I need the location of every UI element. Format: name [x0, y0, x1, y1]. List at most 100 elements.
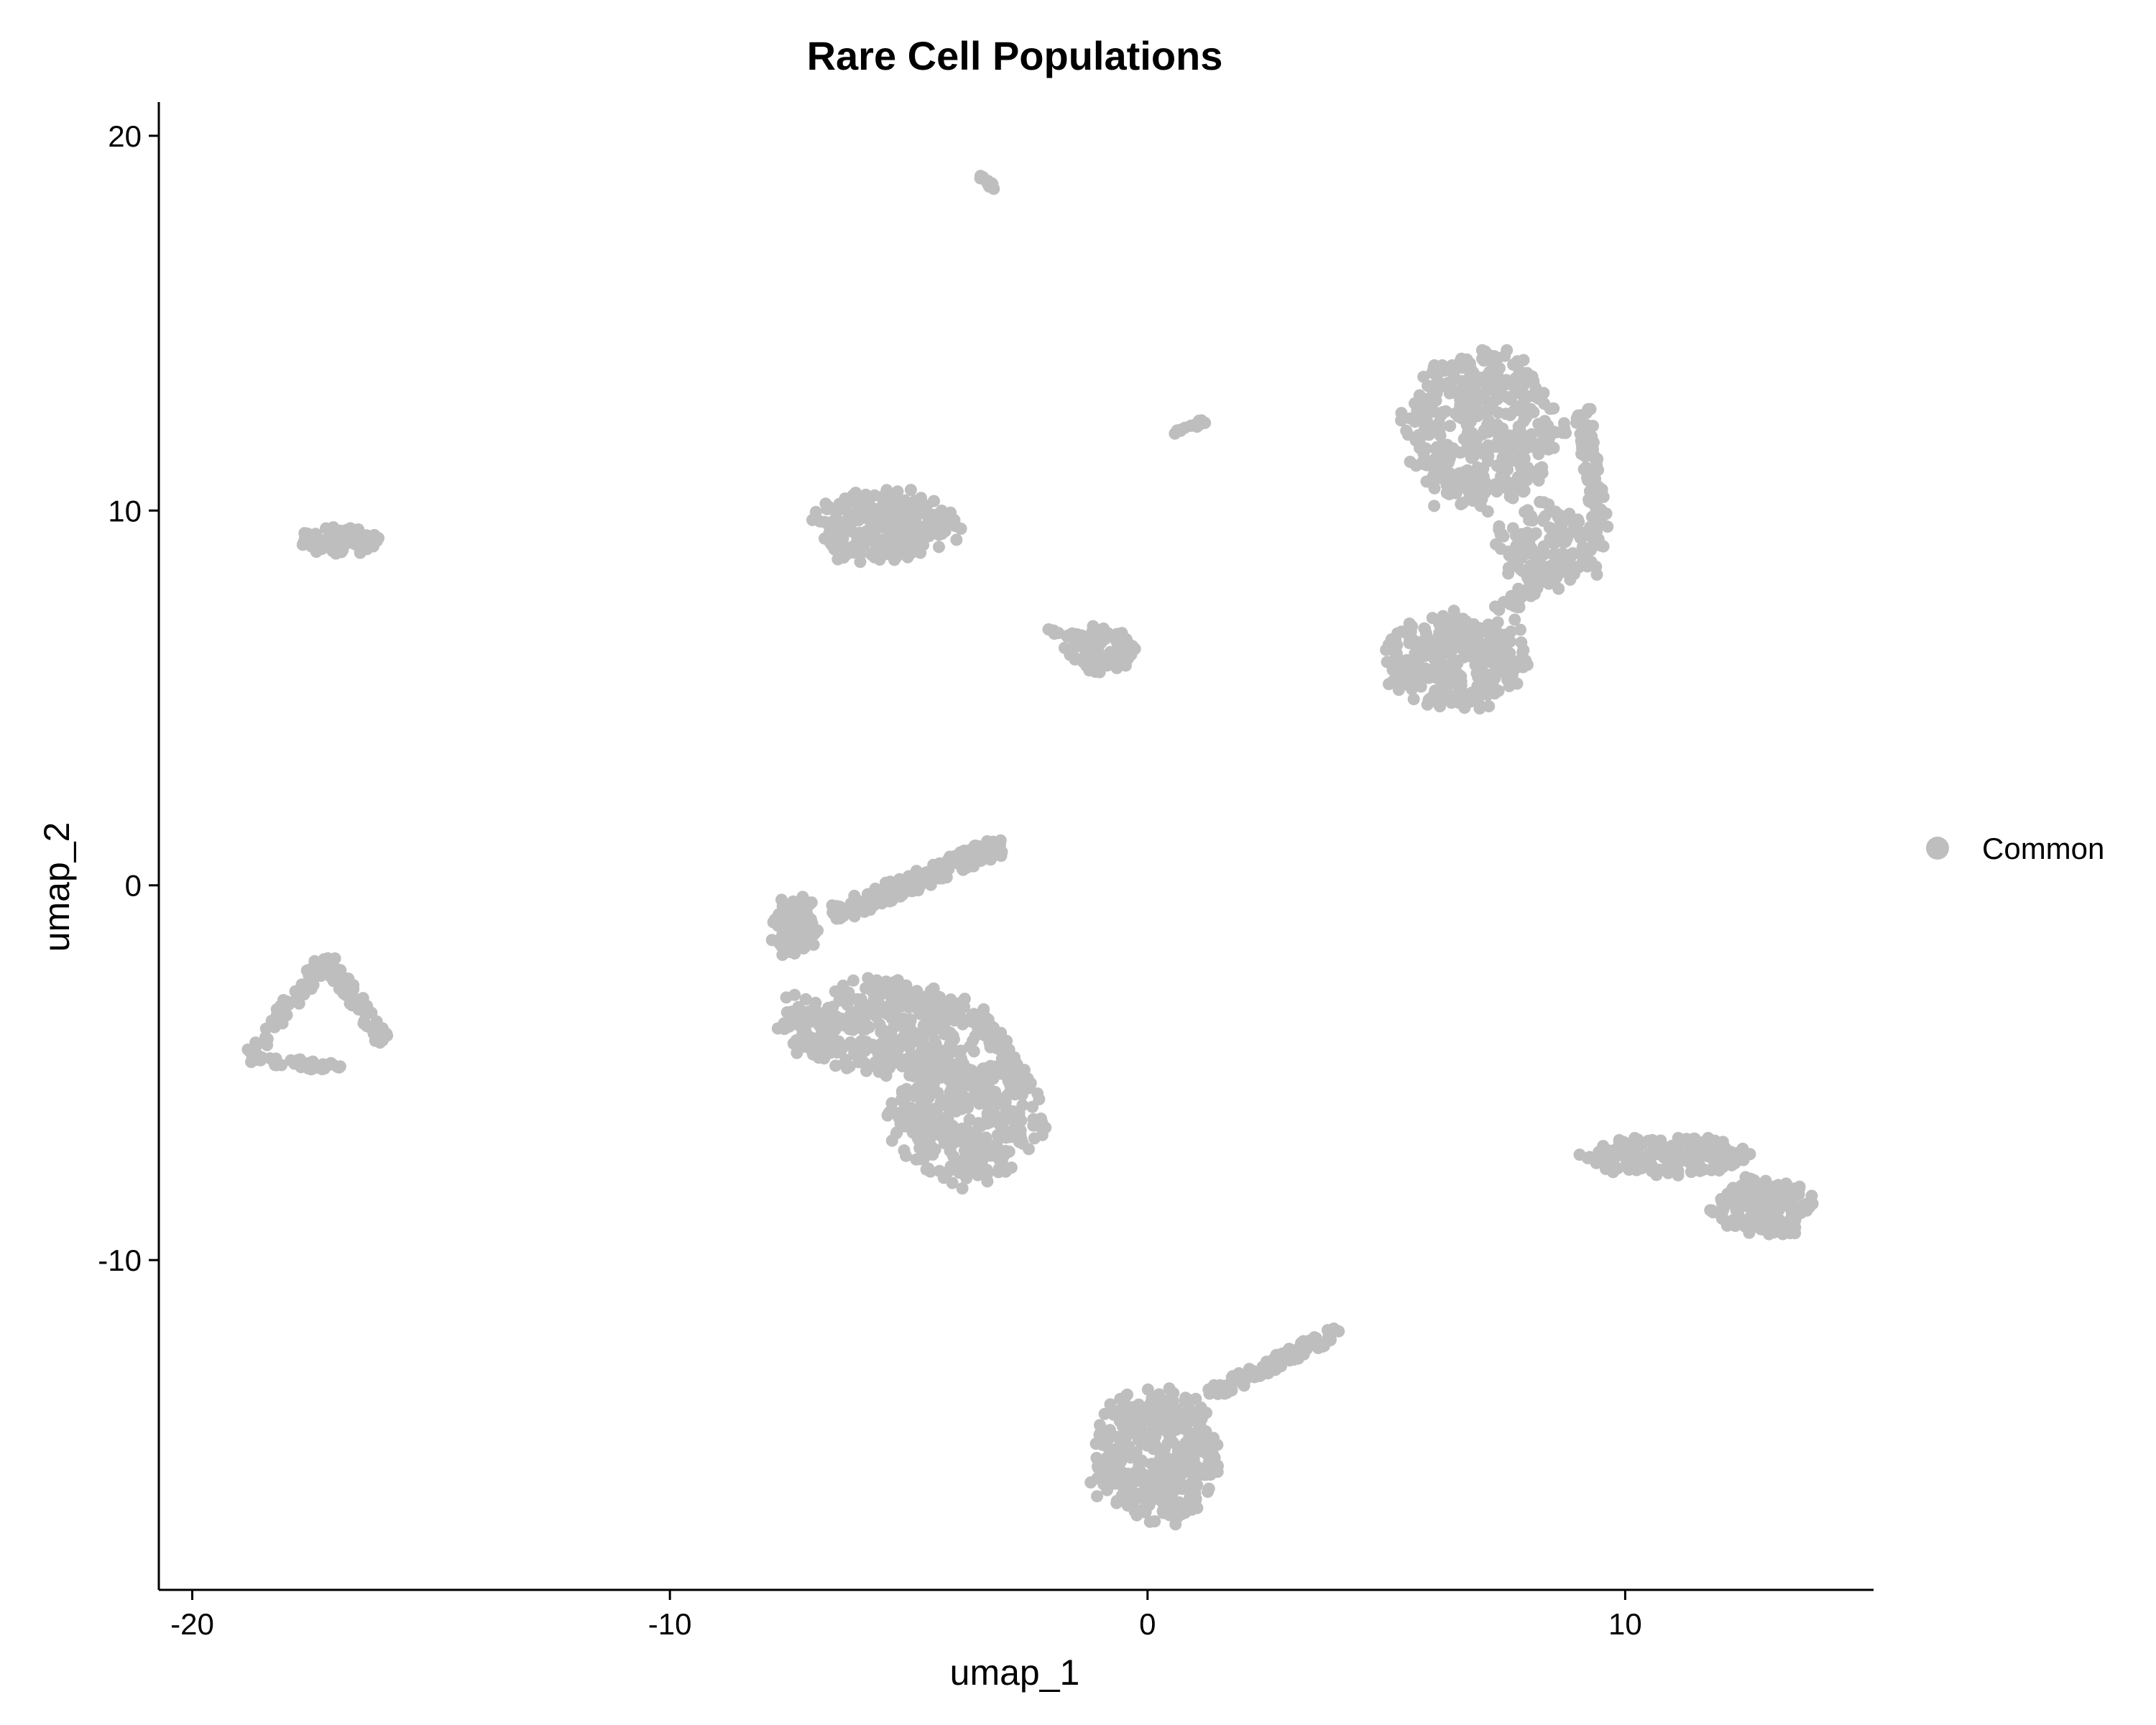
data-point [1428, 405, 1441, 418]
data-point [1002, 1044, 1015, 1057]
data-point [839, 492, 852, 505]
data-point [1494, 470, 1507, 483]
data-point [912, 884, 925, 897]
data-point [1142, 1407, 1155, 1420]
data-point [984, 1059, 997, 1072]
data-point [1191, 1501, 1204, 1514]
data-point [1600, 1148, 1613, 1161]
data-point [1710, 1159, 1723, 1171]
data-point [1503, 429, 1516, 442]
data-point [1308, 1331, 1321, 1344]
data-point [1015, 1085, 1028, 1098]
data-point [1519, 544, 1532, 557]
data-point [981, 1117, 994, 1130]
x-axis-label: umap_1 [950, 1652, 1080, 1693]
data-point [840, 1062, 853, 1075]
data-point [1517, 485, 1530, 498]
data-point [1447, 604, 1460, 617]
data-point [953, 1060, 966, 1073]
data-point [1508, 613, 1521, 626]
data-point [909, 1001, 922, 1014]
data-point [982, 1085, 995, 1098]
data-point [788, 947, 801, 960]
x-tick-label: 10 [1608, 1607, 1642, 1641]
data-point [775, 918, 788, 931]
data-point [918, 1151, 931, 1164]
data-point [801, 915, 814, 928]
data-point [1756, 1221, 1769, 1234]
data-point [1120, 1399, 1133, 1412]
data-point [831, 553, 844, 566]
data-point [1503, 451, 1516, 464]
data-point [1581, 560, 1594, 573]
data-point [1601, 520, 1614, 533]
data-point [1628, 1131, 1641, 1144]
data-point [806, 926, 819, 939]
data-point [1557, 563, 1570, 576]
data-point [938, 1066, 951, 1078]
data-point [990, 1139, 1003, 1152]
data-point [1391, 662, 1404, 675]
data-point [875, 490, 888, 503]
data-point [1514, 423, 1526, 436]
data-point [908, 541, 921, 553]
data-point [1534, 462, 1546, 475]
data-point [359, 1006, 372, 1019]
data-point [896, 1060, 909, 1072]
data-point [1789, 1227, 1802, 1240]
data-point [1582, 525, 1594, 538]
data-point [1447, 442, 1460, 455]
data-point [1526, 514, 1539, 527]
data-point [978, 1071, 991, 1084]
data-point [1557, 417, 1570, 430]
data-point [1407, 693, 1420, 706]
data-point [307, 978, 320, 991]
data-point [1636, 1162, 1648, 1174]
data-point [1175, 1502, 1188, 1515]
data-point [965, 1093, 978, 1106]
data-point [922, 515, 935, 528]
data-point [1161, 1394, 1174, 1407]
data-point [815, 1024, 828, 1036]
data-point [1119, 1487, 1132, 1500]
data-point [1459, 379, 1472, 392]
data-point [1487, 668, 1500, 681]
data-point [1542, 419, 1554, 432]
data-point [1431, 640, 1444, 653]
data-point [1697, 1163, 1710, 1176]
data-point [903, 1019, 916, 1032]
data-point [1526, 370, 1539, 383]
data-point [890, 551, 903, 564]
data-point [1104, 1398, 1117, 1411]
data-point [982, 175, 995, 188]
data-point [333, 983, 346, 995]
data-point [1454, 472, 1467, 485]
data-point [1485, 686, 1498, 699]
data-point [879, 1050, 892, 1063]
data-point [1415, 395, 1428, 408]
data-point [1433, 699, 1445, 712]
data-point [1424, 457, 1437, 470]
data-point [1009, 1065, 1022, 1078]
data-point [1584, 402, 1597, 415]
data-point [990, 1115, 1003, 1128]
data-point [1516, 646, 1529, 659]
data-point [1408, 667, 1421, 680]
legend-label-common: Common [1982, 832, 2104, 865]
data-point [1512, 582, 1525, 595]
data-point [957, 994, 970, 1007]
data-point [1163, 1409, 1176, 1422]
data-point [895, 539, 908, 552]
data-point [1519, 443, 1532, 455]
data-point [1189, 418, 1202, 431]
chart-title: Rare Cell Populations [807, 33, 1223, 78]
data-point [1128, 643, 1141, 656]
data-point [1204, 1468, 1217, 1481]
data-point [370, 535, 383, 548]
data-point [1491, 351, 1504, 364]
data-point [1098, 1476, 1111, 1489]
data-point [1391, 639, 1404, 652]
data-point [803, 1016, 816, 1029]
data-point [854, 556, 867, 569]
data-point [1500, 374, 1513, 387]
